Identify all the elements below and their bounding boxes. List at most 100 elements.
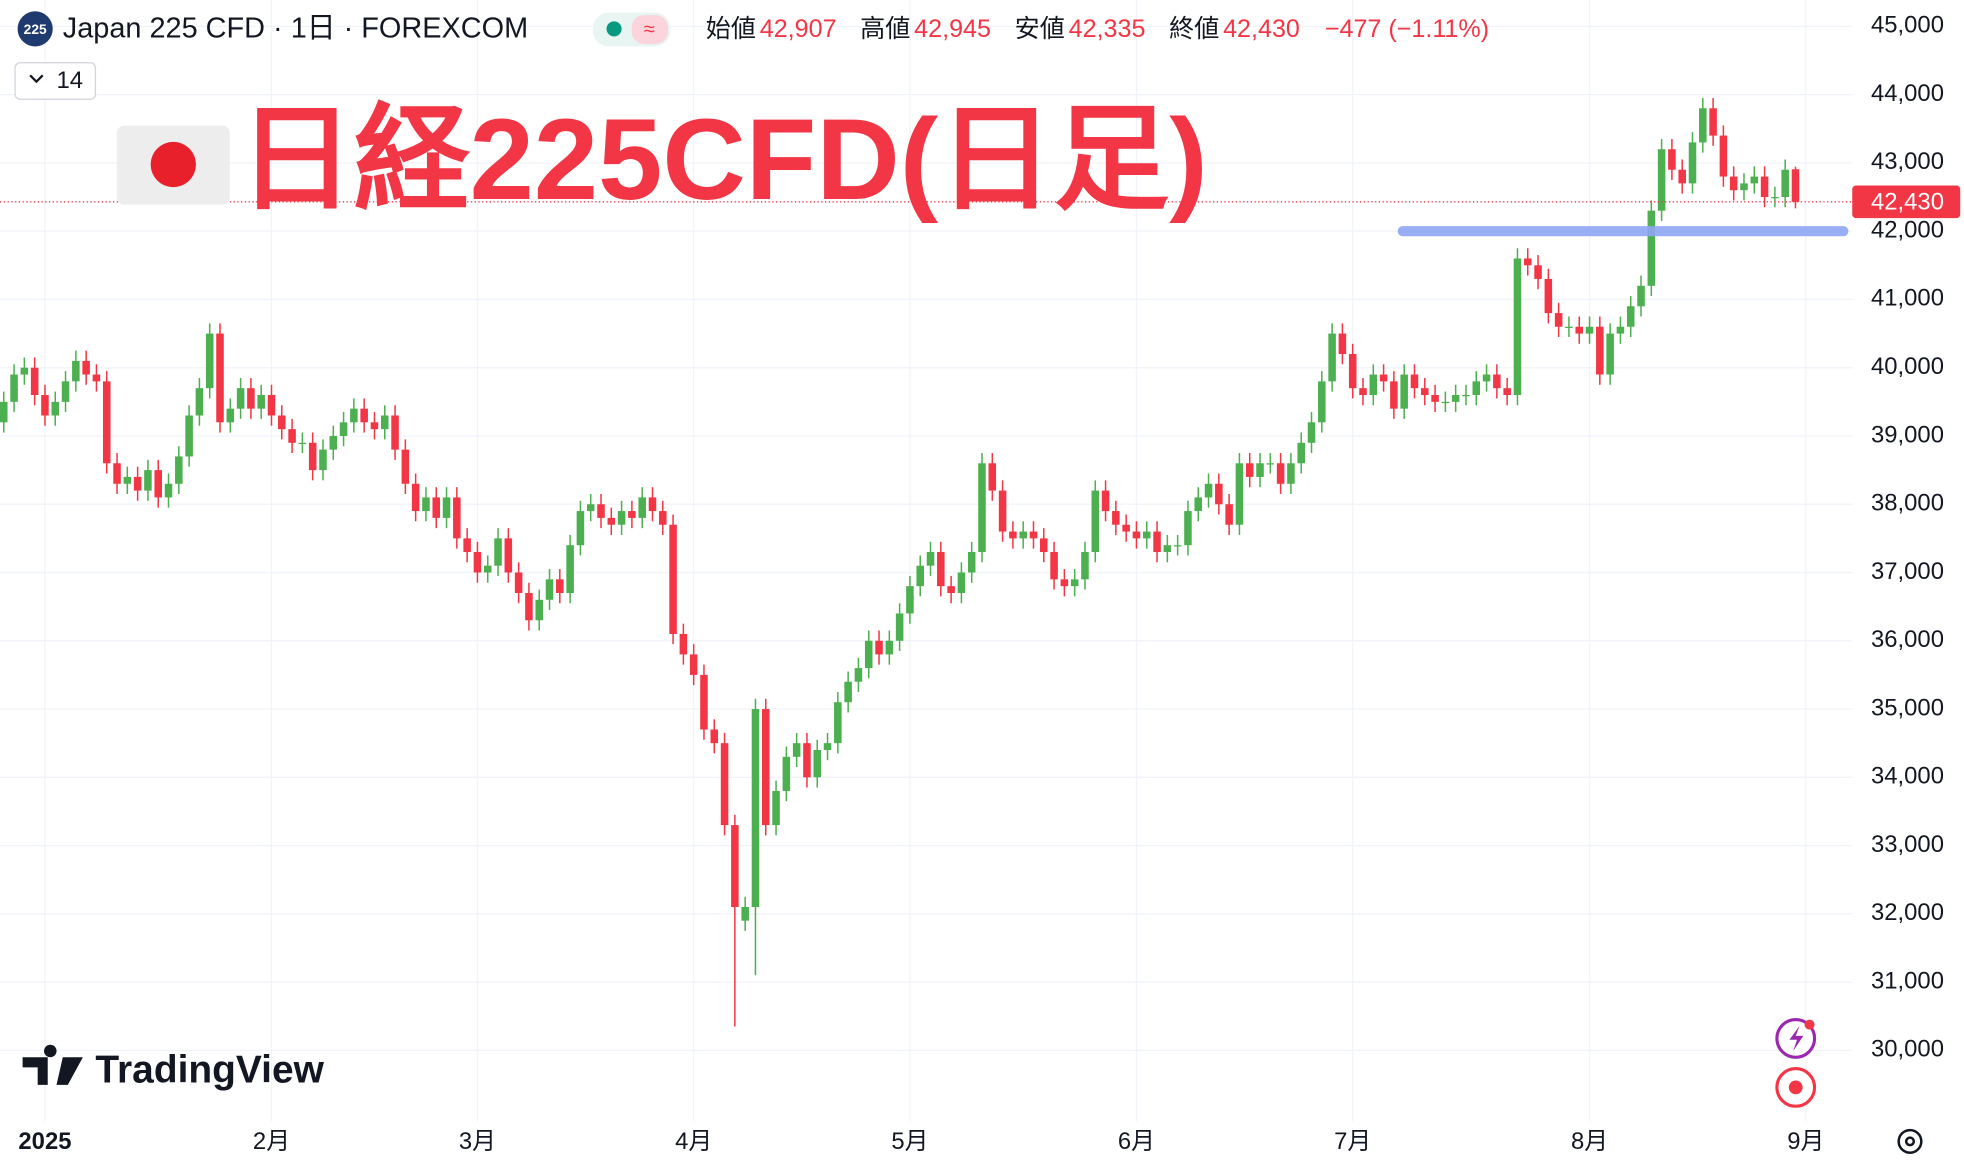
candle-body <box>1462 395 1470 397</box>
candle-body <box>1729 176 1738 191</box>
candle-body <box>617 511 626 525</box>
candle-body <box>1699 108 1707 143</box>
candle-body <box>906 586 914 614</box>
candle-body <box>1451 395 1460 402</box>
candle-body <box>998 490 1007 532</box>
candle-body <box>1369 374 1378 396</box>
candle-body <box>1307 422 1316 443</box>
candle-body <box>1184 511 1192 546</box>
candle-body <box>164 483 173 498</box>
candle-body <box>370 422 379 430</box>
candle-body <box>525 592 533 621</box>
candle-body <box>10 374 18 402</box>
candle-body <box>360 408 368 423</box>
legend-label: 高値 <box>860 15 910 43</box>
side-icons <box>1775 1018 1923 1154</box>
candle-body <box>782 756 791 791</box>
candle-body <box>278 415 286 430</box>
candle-body <box>247 388 255 409</box>
candle-body <box>823 743 832 750</box>
candle-body <box>30 367 39 396</box>
candle-body <box>1750 176 1759 184</box>
y-tick-label: 43,000 <box>1871 148 1944 175</box>
candle-body <box>1421 388 1429 396</box>
candle-body <box>154 470 162 498</box>
y-tick-label: 30,000 <box>1871 1036 1944 1063</box>
candle-body <box>710 729 719 744</box>
symbol-title[interactable]: Japan 225 CFD · 1日 · FOREXCOM <box>63 13 528 45</box>
x-tick-label: 4月 <box>675 1128 712 1155</box>
interval-button[interactable] <box>14 62 97 100</box>
candle-body <box>1173 545 1182 547</box>
candle-body <box>1410 374 1419 389</box>
candle-body <box>205 333 214 389</box>
candle-body <box>1318 381 1326 423</box>
candle-body <box>1441 401 1450 404</box>
candle-body <box>133 476 142 491</box>
candle-body <box>1791 169 1800 202</box>
candle-body <box>51 401 60 416</box>
candle-body <box>226 408 235 423</box>
candle-body <box>1101 490 1110 512</box>
candle-body <box>41 395 49 416</box>
candle-body <box>731 825 739 908</box>
candle-body <box>844 681 852 703</box>
candle-body <box>648 497 657 512</box>
alert-dot <box>1804 1019 1815 1030</box>
x-tick-label: 6月 <box>1118 1128 1155 1155</box>
change-value: −477 (−1.11%) <box>1325 15 1489 43</box>
candle-body <box>380 415 389 430</box>
candle-body <box>803 743 811 778</box>
candle-body <box>432 497 441 518</box>
candle-body <box>751 709 760 908</box>
candle-body <box>1554 313 1563 327</box>
alert-bolt <box>1789 1025 1804 1051</box>
candle-body <box>1266 463 1275 465</box>
candle-body <box>586 504 595 512</box>
candle-body <box>854 668 863 682</box>
legend-value: 42,430 <box>1223 15 1300 43</box>
y-tick-label: 36,000 <box>1871 626 1944 653</box>
legend-value: 42,945 <box>914 15 991 43</box>
candle-body <box>1709 108 1717 136</box>
candle-body <box>1585 326 1594 334</box>
candle-body <box>988 463 997 491</box>
candle-body <box>236 388 245 409</box>
candle-body <box>1215 483 1223 505</box>
candle-body <box>792 743 801 757</box>
header: 225 Japan 225 CFD · 1日 · FOREXCOM ≈ 始値 42… <box>14 11 1489 100</box>
candle-body <box>72 360 80 382</box>
candle-body <box>1688 142 1697 184</box>
candle-body <box>834 702 842 744</box>
y-tick-label: 39,000 <box>1871 421 1944 448</box>
candle-body <box>1359 388 1367 396</box>
candle-body <box>978 463 986 553</box>
interval-button-label[interactable]: 14 <box>57 67 84 94</box>
badge-text: 225 <box>24 21 47 37</box>
candle-body <box>1009 531 1017 539</box>
candle-body <box>463 538 471 553</box>
candle-body <box>947 586 955 593</box>
candle-body <box>473 552 482 573</box>
settings-icon[interactable] <box>1897 1128 1923 1154</box>
x-tick-label: 3月 <box>459 1128 496 1155</box>
y-tick-label: 35,000 <box>1871 694 1944 721</box>
candle-body <box>556 579 564 593</box>
candle-body <box>1719 135 1728 177</box>
candle-body <box>628 511 636 518</box>
candle-body <box>926 552 935 566</box>
plot <box>0 98 1853 1027</box>
x-tick-label: 9月 <box>1787 1128 1824 1155</box>
candle-body <box>422 497 430 512</box>
last-price-box <box>1852 185 1961 219</box>
candle-body <box>576 511 585 546</box>
flag-sun <box>150 141 196 188</box>
candle-body <box>1626 306 1635 327</box>
last-price-label: 42,430 <box>1871 188 1944 215</box>
candle-body <box>1472 381 1481 396</box>
candle-body <box>411 483 420 512</box>
candle-body <box>700 674 708 730</box>
candle-body <box>864 640 873 669</box>
